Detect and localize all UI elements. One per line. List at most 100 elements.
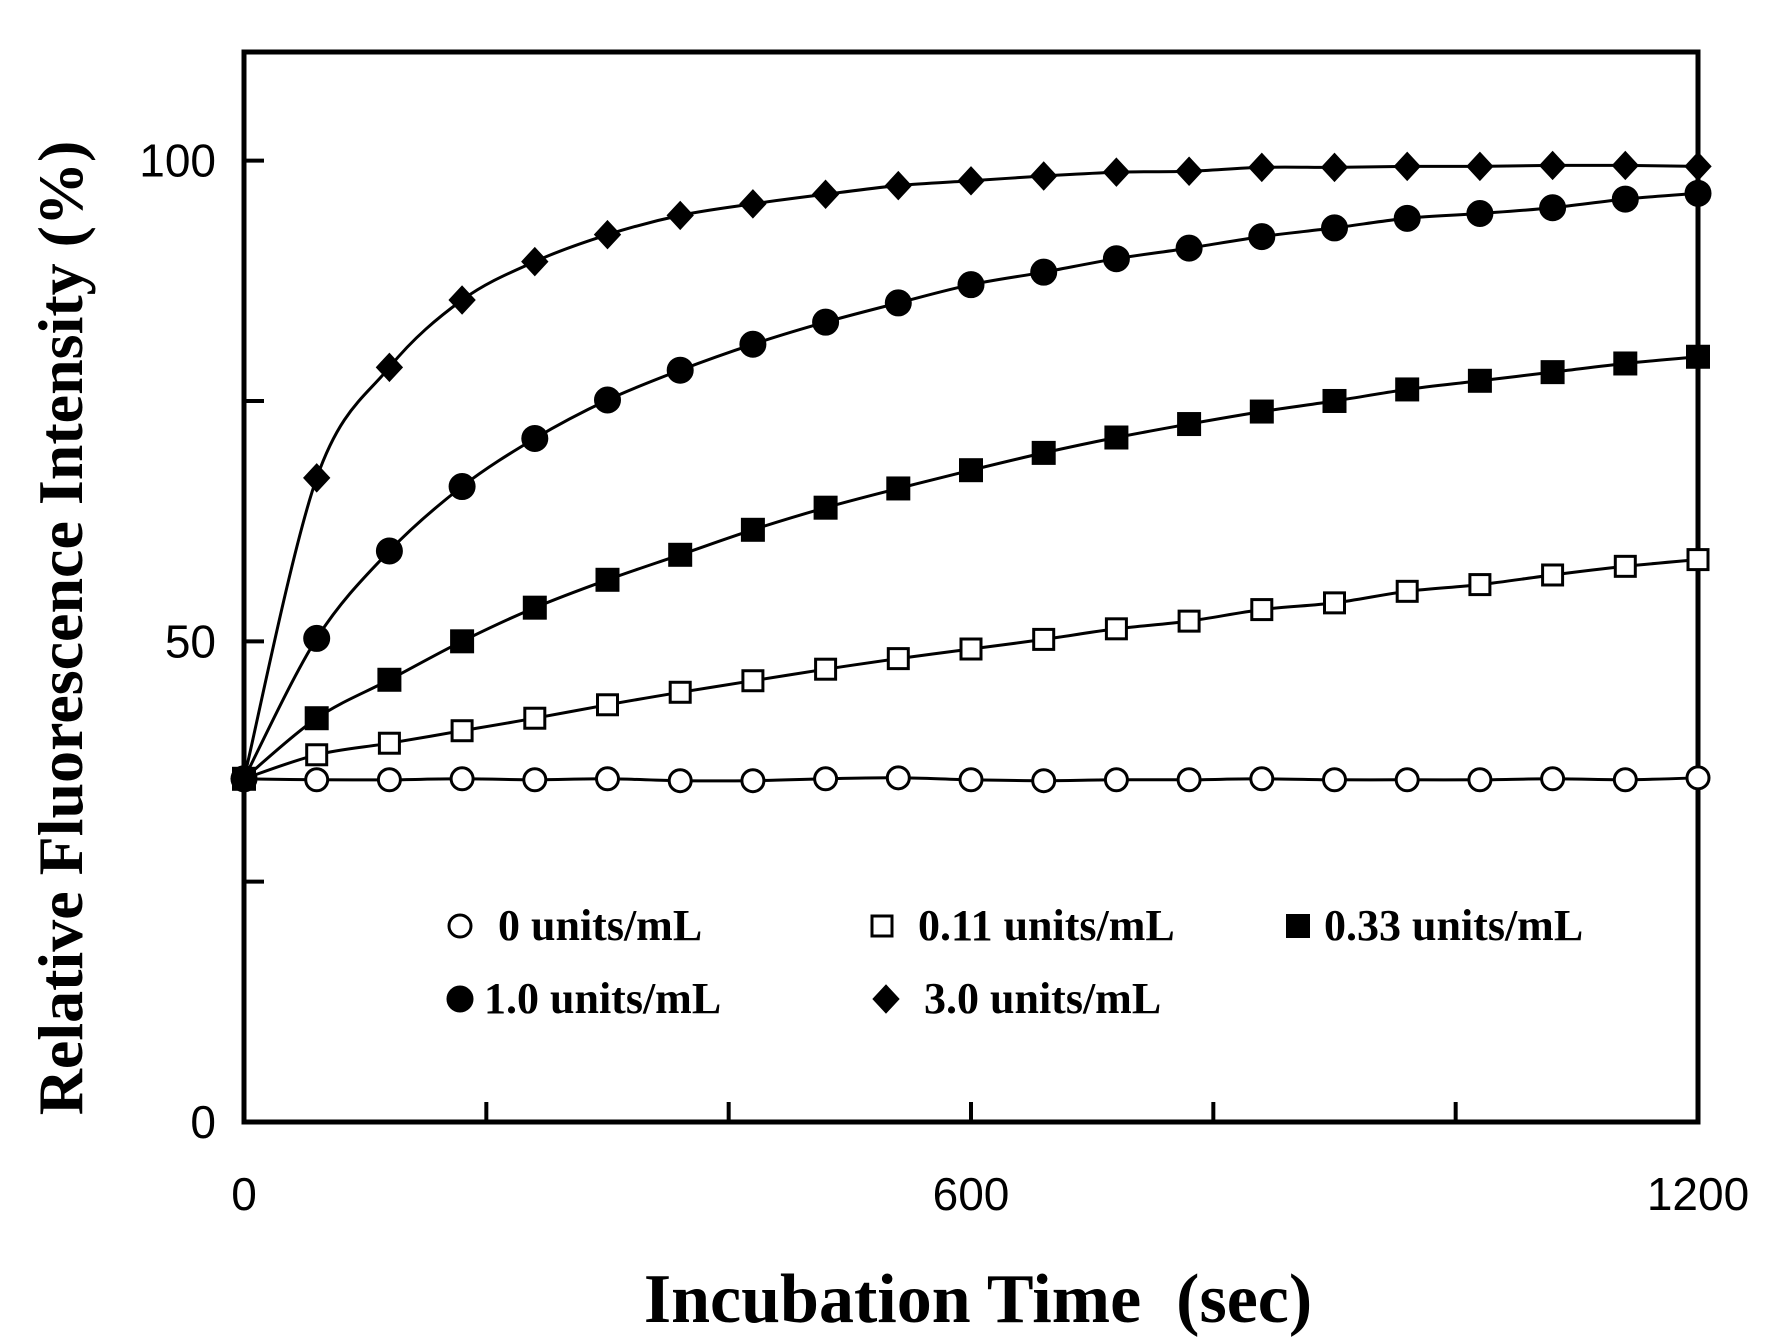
data-point [448, 285, 476, 315]
data-point [667, 768, 693, 794]
legend-label: 0.33 units/mL [1324, 901, 1583, 950]
data-point [449, 766, 475, 792]
data-point [1322, 388, 1347, 413]
data-point [303, 624, 331, 652]
legend-label: 1.0 units/mL [484, 974, 721, 1023]
data-point [375, 352, 404, 383]
x-tick-label: 0 [231, 1168, 257, 1220]
data-point [886, 476, 911, 501]
data-point [305, 743, 329, 767]
data-point [811, 179, 840, 210]
data-point [1540, 360, 1565, 385]
data-point [739, 330, 767, 358]
data-point [740, 768, 766, 794]
data-point [813, 766, 839, 792]
data-point [739, 189, 767, 219]
series-markers-1 [232, 548, 1710, 791]
y-axis-title: Relative Fluorescence Intensity (%) [25, 141, 96, 1116]
legend-marker [1286, 914, 1310, 938]
data-point [1393, 204, 1421, 232]
data-point [1323, 591, 1346, 615]
series-markers [230, 150, 1712, 794]
x-axis-title: Incubation Time (sec) [644, 1261, 1312, 1338]
series-markers-0 [231, 765, 1711, 794]
data-point [1395, 377, 1420, 402]
data-point [1250, 598, 1274, 622]
data-point [740, 517, 765, 542]
data-point [1103, 767, 1129, 793]
data-point [1466, 151, 1494, 182]
data-point [1102, 157, 1131, 187]
data-point [1685, 765, 1711, 791]
data-point [1030, 161, 1058, 191]
x-tick-label: 600 [933, 1168, 1010, 1220]
data-point [1612, 767, 1638, 793]
data-point [814, 657, 838, 681]
data-point [885, 765, 911, 791]
data-point [523, 706, 547, 730]
legend-label: 0.11 units/mL [918, 901, 1175, 950]
legend: 0 units/mL 0.11 units/mL 0.33 units/mL 1.0 … [446, 901, 1583, 1023]
data-point [957, 166, 985, 196]
data-point [1613, 351, 1638, 376]
legend-item: 1.0 units/mL [446, 974, 721, 1023]
data-point [1613, 554, 1637, 578]
data-point [1176, 767, 1202, 793]
legend-label: 0 units/mL [498, 901, 702, 950]
data-point [1030, 258, 1058, 286]
data-point [448, 473, 476, 501]
data-point [1249, 766, 1275, 792]
data-point [957, 271, 985, 299]
data-point [375, 537, 403, 565]
data-point [1686, 548, 1710, 572]
data-point [741, 669, 765, 693]
data-point [1177, 609, 1201, 633]
data-point [1684, 179, 1712, 207]
data-point [450, 719, 474, 743]
data-point [666, 200, 694, 231]
tick-labels: 0 600 1200 0 50 100 [139, 135, 1749, 1220]
data-point [1539, 194, 1567, 222]
data-point [884, 170, 912, 201]
data-point [1175, 234, 1203, 262]
data-point [1177, 412, 1202, 437]
data-point [1249, 399, 1274, 424]
series-line-2 [243, 355, 1699, 780]
legend-marker [447, 913, 473, 939]
data-point [1468, 573, 1492, 597]
data-point [668, 680, 692, 704]
legend-item: 0 units/mL [447, 901, 702, 950]
data-point [812, 308, 840, 336]
data-point [1175, 156, 1203, 186]
data-point [377, 731, 401, 755]
data-point [1395, 579, 1419, 603]
ticks [242, 158, 1700, 1124]
data-point [1611, 185, 1639, 213]
legend-marker [870, 914, 894, 938]
data-point [1393, 151, 1421, 182]
data-point [1031, 440, 1056, 465]
data-point [304, 706, 329, 731]
data-point [1540, 766, 1566, 792]
data-point [521, 424, 549, 452]
data-point [303, 463, 331, 493]
data-point [1102, 245, 1130, 273]
data-point [1248, 223, 1276, 251]
data-point [813, 495, 838, 520]
data-point [1320, 152, 1349, 183]
data-point [666, 356, 694, 384]
data-point [959, 637, 983, 661]
legend-label: 3.0 units/mL [924, 974, 1161, 1023]
data-point [884, 289, 912, 317]
data-point [230, 764, 258, 794]
legend-item: 0.11 units/mL [870, 901, 1175, 950]
data-point [1321, 214, 1348, 242]
data-point [1611, 150, 1639, 181]
series-markers-3 [230, 179, 1712, 793]
data-point [1684, 151, 1712, 182]
data-point [522, 767, 548, 793]
data-point [668, 542, 693, 567]
legend-item: 3.0 units/mL [872, 974, 1161, 1023]
series-markers-2 [232, 344, 1710, 791]
